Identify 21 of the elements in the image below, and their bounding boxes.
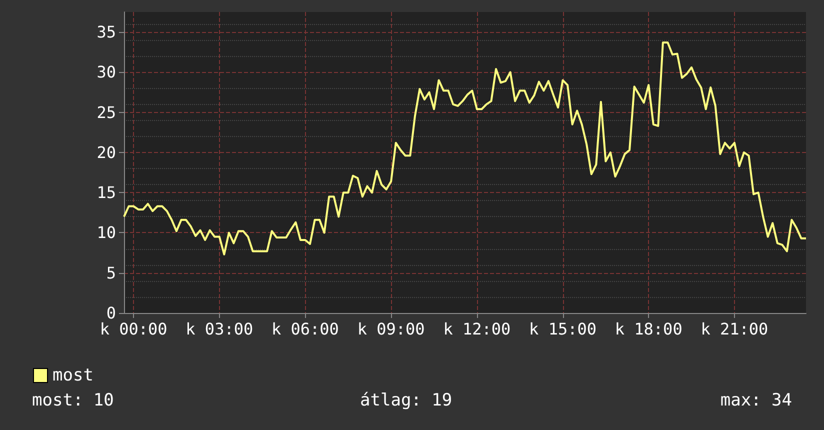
x-tick-label: k 00:00	[100, 320, 168, 338]
x-tick-label: k 12:00	[443, 320, 511, 338]
y-tick-label: 25	[96, 102, 116, 122]
x-tick-label: k 15:00	[529, 320, 596, 338]
text: most: 10	[32, 390, 114, 410]
y-tick-label: 10	[96, 223, 116, 242]
y-tick-label: 35	[96, 22, 116, 42]
line-series	[123, 42, 807, 256]
y-tick-label: 20	[96, 142, 116, 162]
y-tick-label: 0	[106, 304, 116, 322]
text: max: 34	[720, 390, 792, 410]
y-tick-label: 30	[96, 62, 116, 82]
x-tick-label: k 06:00	[272, 320, 339, 338]
x-tick-label: k 18:00	[614, 320, 682, 338]
y-tick-label: 15	[96, 183, 116, 202]
text: átlag: 19	[360, 390, 452, 410]
legend-label: most	[52, 366, 94, 386]
x-tick-label: k 21:00	[700, 320, 768, 338]
y-tick-label: 5	[106, 263, 116, 282]
x-tick-label: k 09:00	[357, 320, 425, 338]
x-tick-label: k 03:00	[186, 320, 254, 338]
